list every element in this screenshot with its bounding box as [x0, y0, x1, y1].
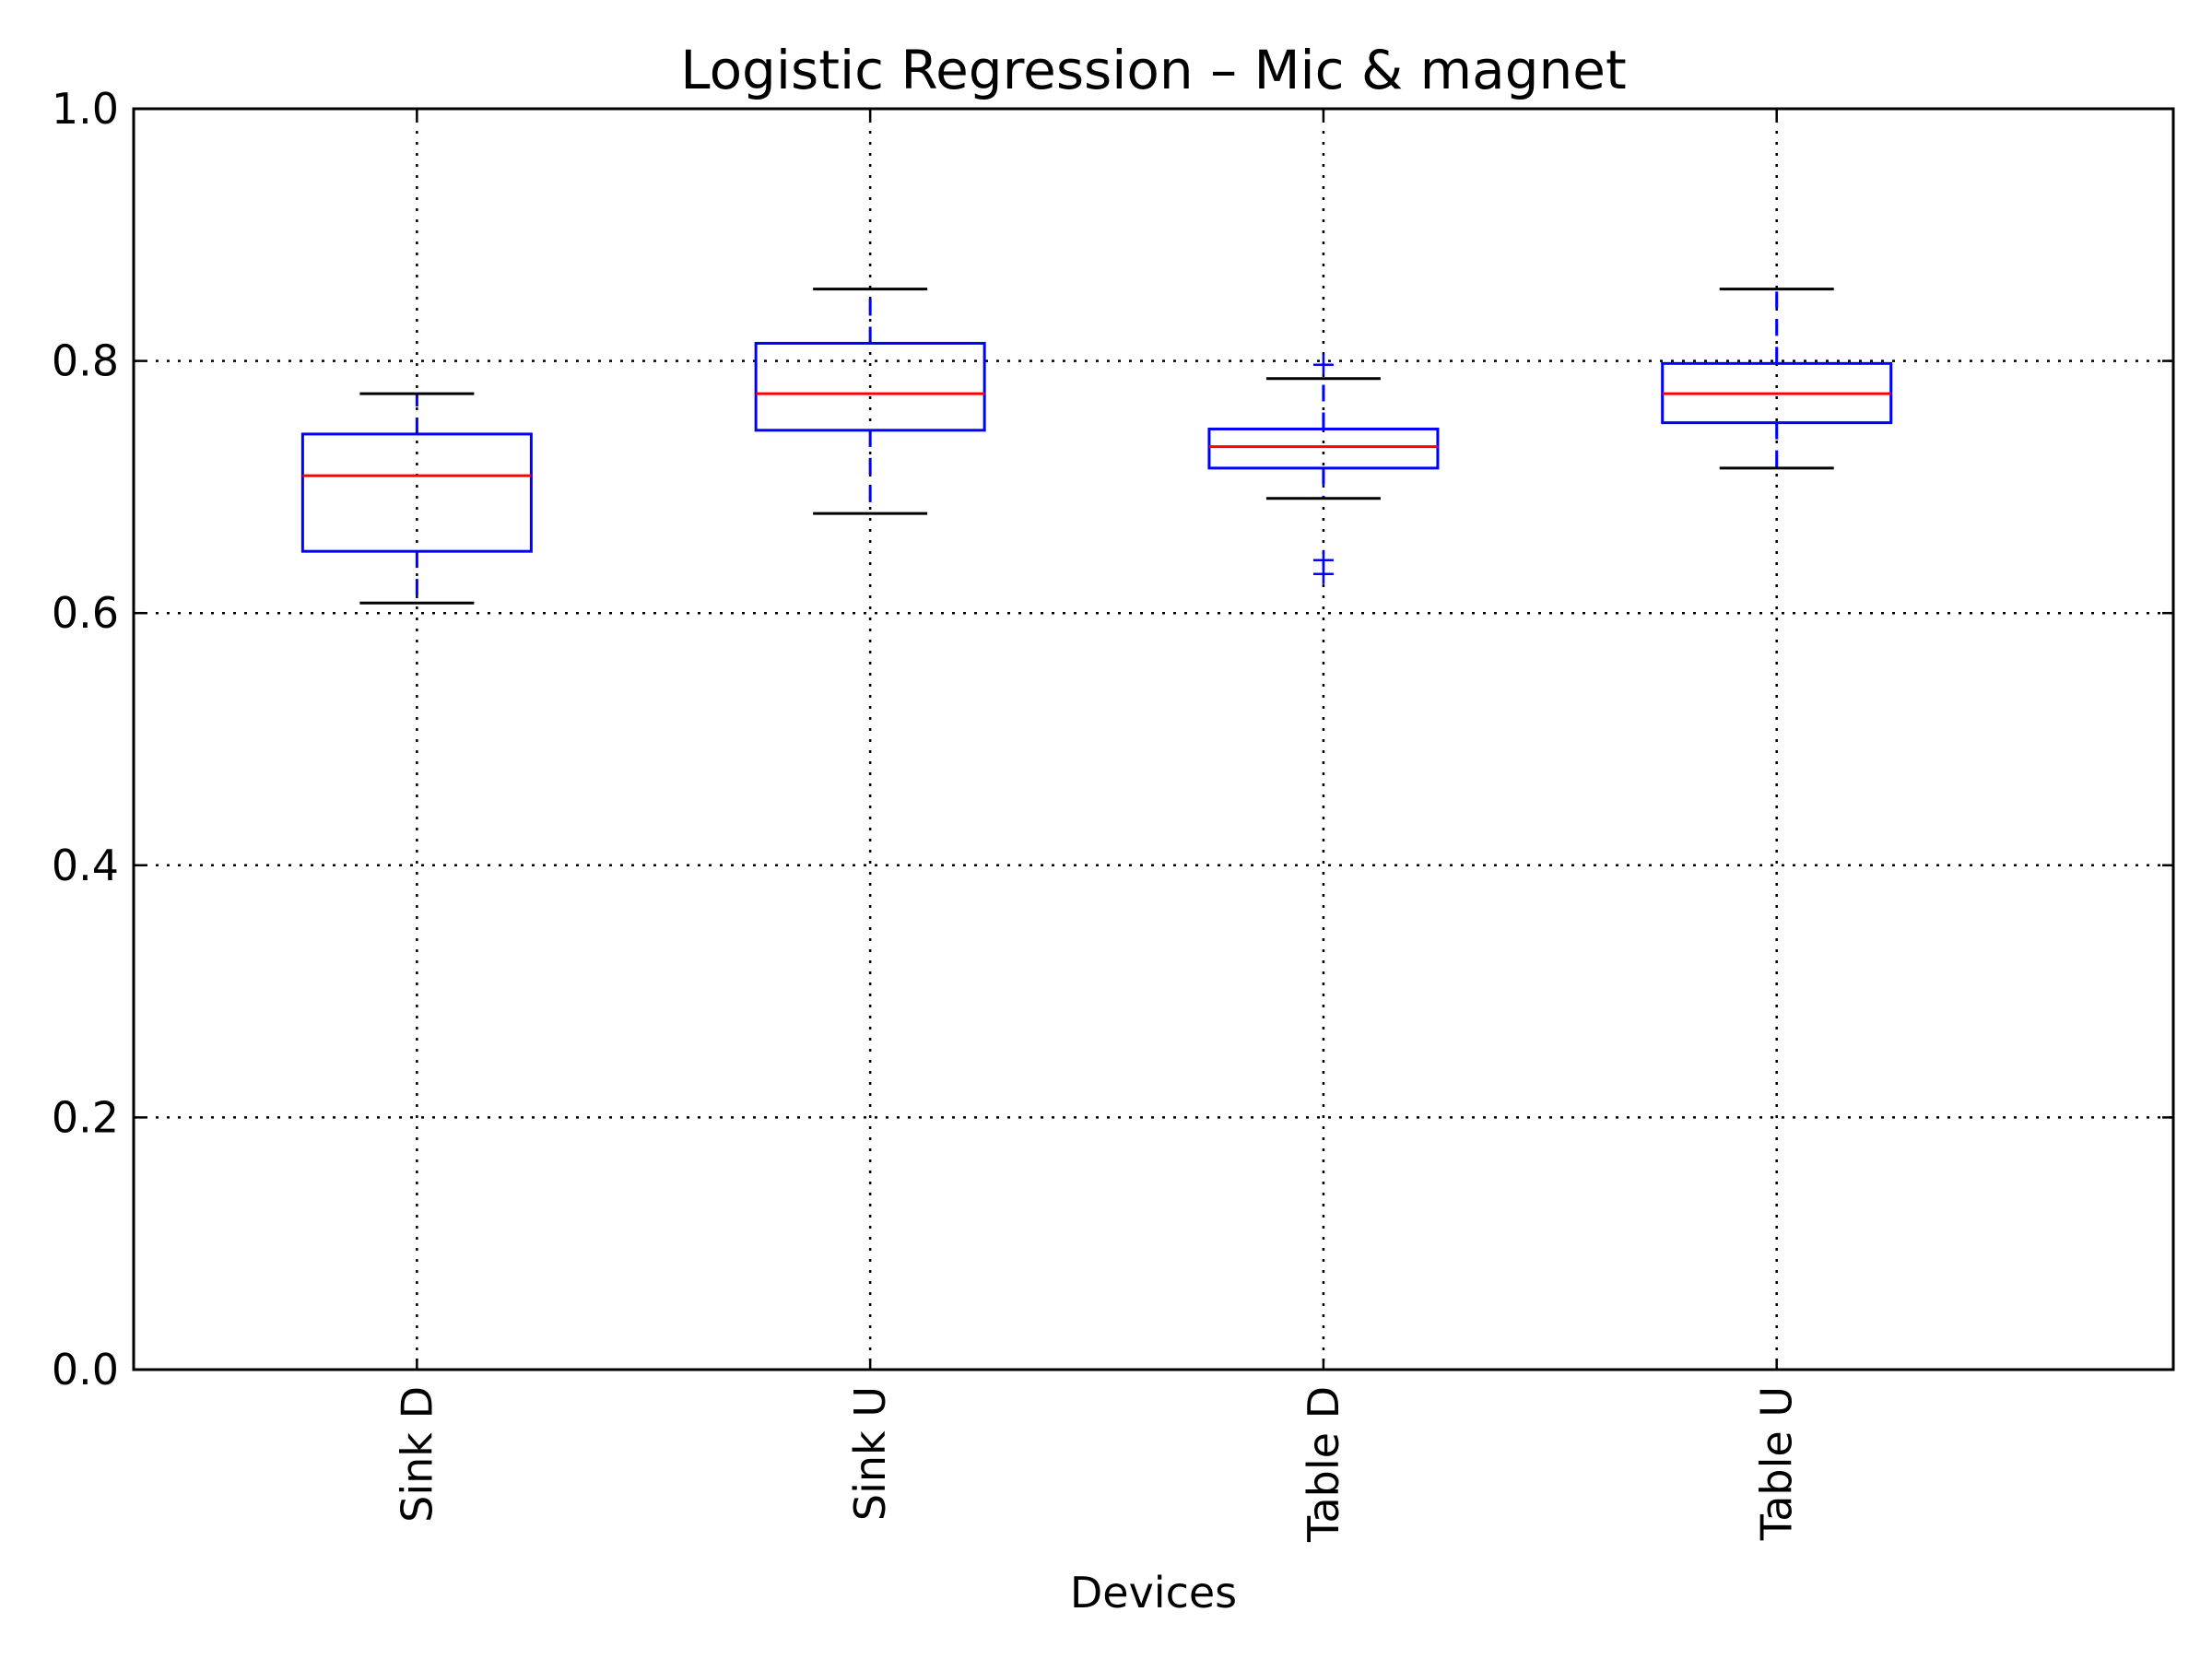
y-tick-label: 0.4	[52, 841, 119, 890]
y-tick-label: 0.6	[52, 588, 119, 638]
axes-frame	[132, 107, 2175, 1371]
box-group	[1661, 288, 1893, 470]
chart-title: Logistic Regression – Mic & magnet	[680, 39, 1626, 101]
tick-layer: 0.0 0.2 0.4 0.6 0.8 1.0 Sink D Sink U Table D Tab…	[52, 84, 2173, 1543]
x-tick-label: Sink D	[392, 1386, 441, 1523]
box-group	[1207, 354, 1440, 584]
y-tick-label: 1.0	[52, 84, 119, 134]
box-iqr	[300, 432, 533, 553]
box-group	[754, 288, 986, 515]
box-iqr	[754, 341, 986, 432]
y-tick-label: 0.2	[52, 1092, 119, 1142]
x-tick-label: Sink U	[845, 1386, 895, 1521]
x-tick-label: Table D	[1299, 1386, 1348, 1543]
box-iqr	[1207, 427, 1440, 470]
x-axis-label: Devices	[1070, 1568, 1237, 1618]
box-group	[300, 392, 533, 605]
flier-point	[1312, 549, 1334, 571]
y-tick-label: 0.0	[52, 1345, 119, 1394]
data-layer	[300, 288, 1893, 605]
x-tick-label: Table U	[1752, 1386, 1802, 1541]
y-tick-label: 0.8	[52, 336, 119, 386]
flier-point	[1312, 354, 1334, 375]
